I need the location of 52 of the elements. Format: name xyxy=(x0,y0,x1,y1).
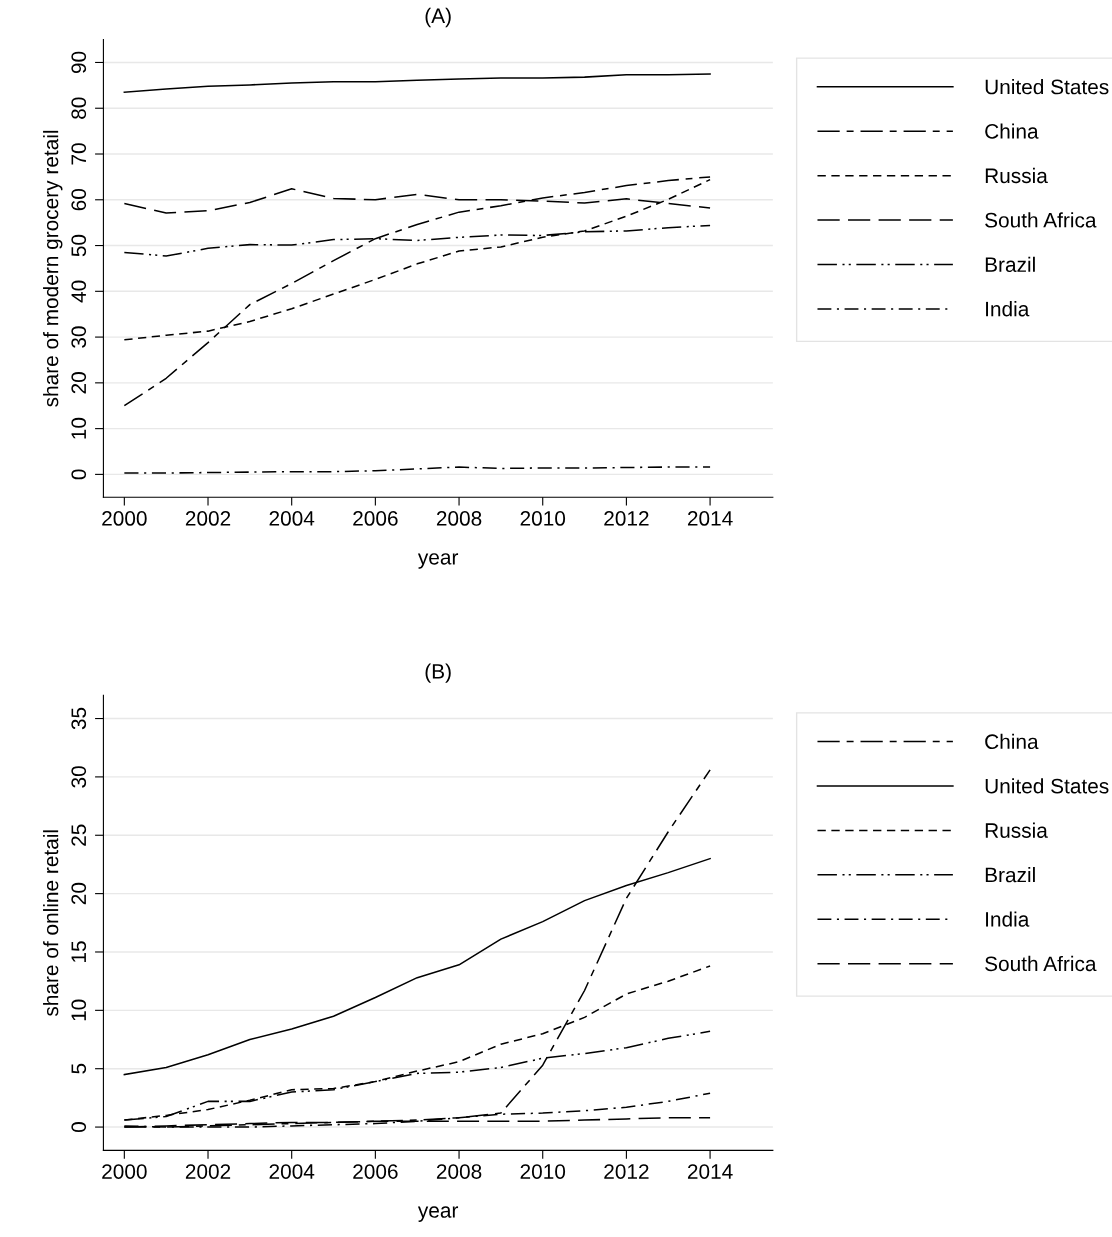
x-tick-label: 2002 xyxy=(185,511,231,526)
text: South Africa xyxy=(985,212,1097,228)
y-tick-label: 80 xyxy=(71,97,87,119)
x-axis-title: year xyxy=(417,1206,459,1222)
x-tick-label: 2008 xyxy=(436,511,482,526)
x-tick-label: 2000 xyxy=(102,1164,147,1179)
x-tick-label: 2002 xyxy=(185,1164,231,1179)
x-tick-label: 2010 xyxy=(520,511,566,526)
y-tick-label: 40 xyxy=(71,280,87,303)
text: China xyxy=(985,733,1039,750)
y-tick-label: 15 xyxy=(71,941,87,962)
text: United States xyxy=(985,79,1109,95)
y-tick-label: 25 xyxy=(71,824,87,846)
text: United States xyxy=(985,778,1109,794)
x-tick-label: 2014 xyxy=(687,511,733,526)
chart-title: (B) xyxy=(425,663,451,683)
y-tick-label: 90 xyxy=(71,51,87,74)
y-tick-label: 50 xyxy=(71,234,87,257)
x-tick-label: 2004 xyxy=(269,1164,315,1179)
y-axis-title: share of online retail xyxy=(43,830,59,1017)
text: Russia xyxy=(985,822,1048,838)
y-tick-label: 10 xyxy=(71,417,87,439)
x-tick-label: 2014 xyxy=(687,1164,733,1179)
text: Russia xyxy=(985,167,1048,184)
y-tick-label: 20 xyxy=(71,372,87,394)
chart-title: (A) xyxy=(425,7,451,28)
x-tick-label: 2006 xyxy=(353,511,398,526)
y-tick-label: 35 xyxy=(71,707,87,730)
x-tick-label: 2006 xyxy=(353,1164,398,1179)
y-axis-title: share of modern grocery retail xyxy=(43,130,63,407)
y-tick-label: 60 xyxy=(71,189,87,211)
y-tick-label: 20 xyxy=(71,882,87,905)
y-tick-label: 0 xyxy=(71,469,87,480)
y-tick-label: 30 xyxy=(71,326,87,348)
y-tick-label: 70 xyxy=(71,143,87,165)
text: Brazil xyxy=(985,256,1035,272)
y-tick-label: 0 xyxy=(71,1122,87,1133)
x-tick-label: 2012 xyxy=(604,511,649,526)
text: China xyxy=(985,123,1039,139)
y-tick-label: 10 xyxy=(71,999,87,1021)
text: Brazil xyxy=(985,867,1035,883)
x-tick-label: 2010 xyxy=(520,1164,566,1179)
text: South Africa xyxy=(985,955,1097,972)
x-tick-label: 2008 xyxy=(436,1164,482,1179)
y-tick-label: 5 xyxy=(71,1063,87,1074)
y-tick-label: 30 xyxy=(71,766,87,788)
text: India xyxy=(986,301,1030,317)
x-axis-title: year xyxy=(417,553,459,569)
x-tick-label: 2000 xyxy=(102,511,147,526)
text: India xyxy=(986,911,1030,927)
x-tick-label: 2012 xyxy=(604,1164,649,1179)
x-tick-label: 2004 xyxy=(269,511,315,526)
